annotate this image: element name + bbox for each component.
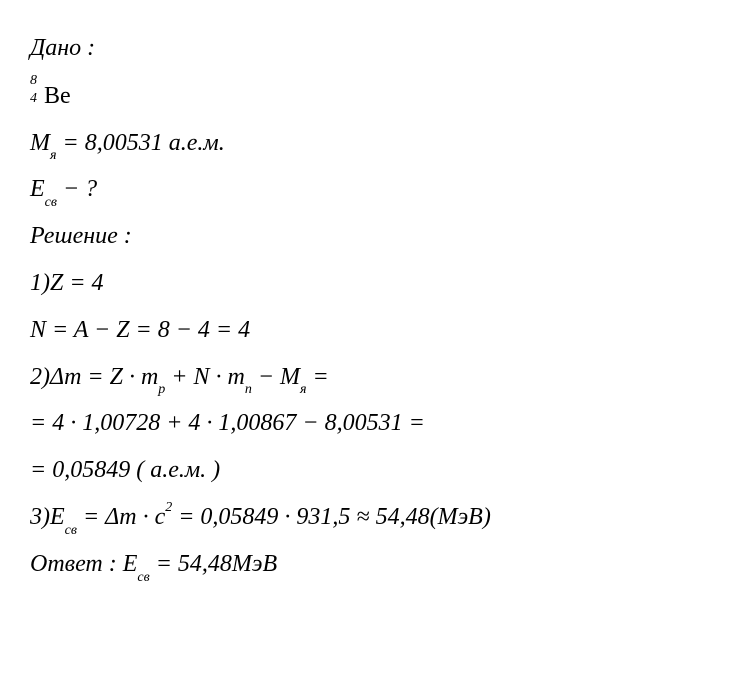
- mass-line: Mя = 8,00531 а.е.м.: [30, 120, 704, 167]
- answer-e: E: [123, 551, 138, 577]
- mass-symbol: M: [30, 130, 50, 156]
- isotope-atomic: 4: [30, 85, 37, 112]
- step2-tail: =: [307, 364, 329, 390]
- step1-body: Z = 4: [50, 270, 104, 296]
- solution-label: Решение :: [30, 213, 704, 260]
- step2b-line: = 4 · 1,00728 + 4 · 1,00867 − 8,00531 =: [30, 400, 704, 447]
- answer-val: = 54,48: [150, 551, 232, 577]
- find-sub: св: [45, 195, 57, 210]
- answer-label: Ответ :: [30, 551, 123, 577]
- find-e: E: [30, 176, 45, 202]
- step2-psub: p: [158, 382, 165, 397]
- step2-yasub: я: [300, 382, 307, 397]
- mass-sub: я: [50, 148, 57, 163]
- step3-line: 3)Eсв = Δm · c2 = 0,05849 · 931,5 ≈ 54,4…: [30, 494, 704, 541]
- step2-dm: Δm = Z · m: [50, 364, 158, 390]
- step3-e: E: [50, 504, 65, 530]
- step2-mid: + N · m: [165, 364, 245, 390]
- step3-body1: = Δm · c: [77, 504, 165, 530]
- step1-prefix: 1): [30, 270, 50, 296]
- mass-unit: а.е.м.: [169, 130, 225, 156]
- step3-unit: (МэВ): [430, 504, 491, 530]
- answer-line: Ответ : Eсв = 54,48МэВ: [30, 541, 704, 588]
- find-tail: − ?: [57, 176, 97, 202]
- step2-mid2: − M: [252, 364, 300, 390]
- step2-line: 2)Δm = Z · mp + N · mn − Mя =: [30, 354, 704, 401]
- find-line: Eсв − ?: [30, 166, 704, 213]
- answer-unit: МэВ: [232, 551, 277, 577]
- isotope-element: Be: [44, 73, 71, 120]
- step2-nsub: n: [245, 382, 252, 397]
- isotope-symbol: 8 4 Be: [30, 73, 71, 120]
- mass-value: = 8,00531: [57, 130, 169, 156]
- step3-prefix: 3): [30, 504, 50, 530]
- step-n-line: N = A − Z = 8 − 4 = 4: [30, 307, 704, 354]
- step2c-val: = 0,05849: [30, 457, 136, 483]
- step1-line: 1)Z = 4: [30, 260, 704, 307]
- step2c-line: = 0,05849 ( а.е.м. ): [30, 447, 704, 494]
- step3-body2: = 0,05849 · 931,5 ≈ 54,48: [172, 504, 429, 530]
- given-label: Дано :: [30, 25, 704, 72]
- step2-prefix: 2): [30, 364, 50, 390]
- step3-esub: св: [65, 523, 77, 538]
- step2c-unit: ( а.е.м. ): [136, 457, 220, 483]
- isotope-line: 8 4 Be: [30, 72, 704, 120]
- answer-esub: св: [137, 570, 149, 585]
- step3-sup2: 2: [165, 500, 172, 515]
